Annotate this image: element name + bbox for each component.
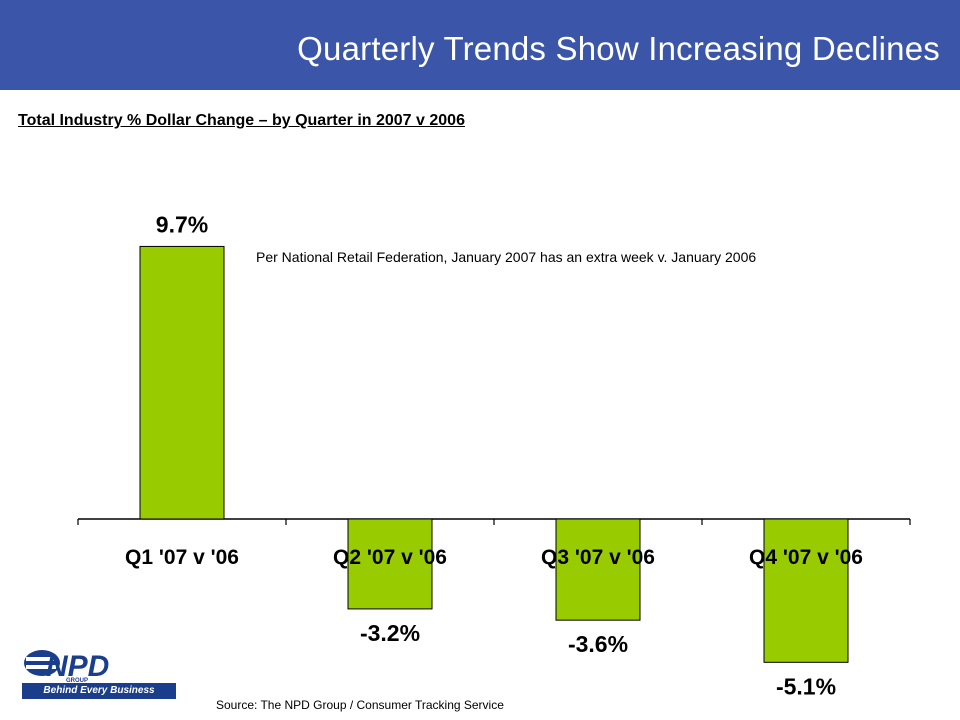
- data-label: 9.7%: [156, 211, 208, 237]
- data-label: -5.1%: [776, 673, 836, 699]
- header-bar: Quarterly Trends Show Increasing Decline…: [0, 0, 960, 90]
- chart-subtitle: Total Industry % Dollar Change – by Quar…: [18, 112, 465, 129]
- logo-tagline: Behind Every Business Decision: [22, 683, 176, 712]
- source-note: Source: The NPD Group / Consumer Trackin…: [216, 698, 504, 712]
- npd-logo-icon: NPD GROUP: [24, 650, 109, 684]
- x-tick-label: Q1 '07 v '06: [125, 546, 239, 569]
- data-label: -3.2%: [360, 620, 420, 646]
- logo-text: NPD: [46, 650, 109, 683]
- bar: [347, 518, 433, 610]
- x-tick-label: Q3 '07 v '06: [541, 546, 655, 569]
- bar: [139, 245, 225, 520]
- bar: [555, 518, 641, 621]
- chart-annotation: Per National Retail Federation, January …: [256, 249, 757, 265]
- bar: [763, 518, 849, 663]
- data-label: -3.6%: [568, 631, 628, 657]
- x-tick-label: Q4 '07 v '06: [749, 546, 863, 569]
- slide-title: Quarterly Trends Show Increasing Decline…: [297, 30, 940, 67]
- x-tick-label: Q2 '07 v '06: [333, 546, 447, 569]
- logo-group-text: GROUP: [66, 678, 88, 684]
